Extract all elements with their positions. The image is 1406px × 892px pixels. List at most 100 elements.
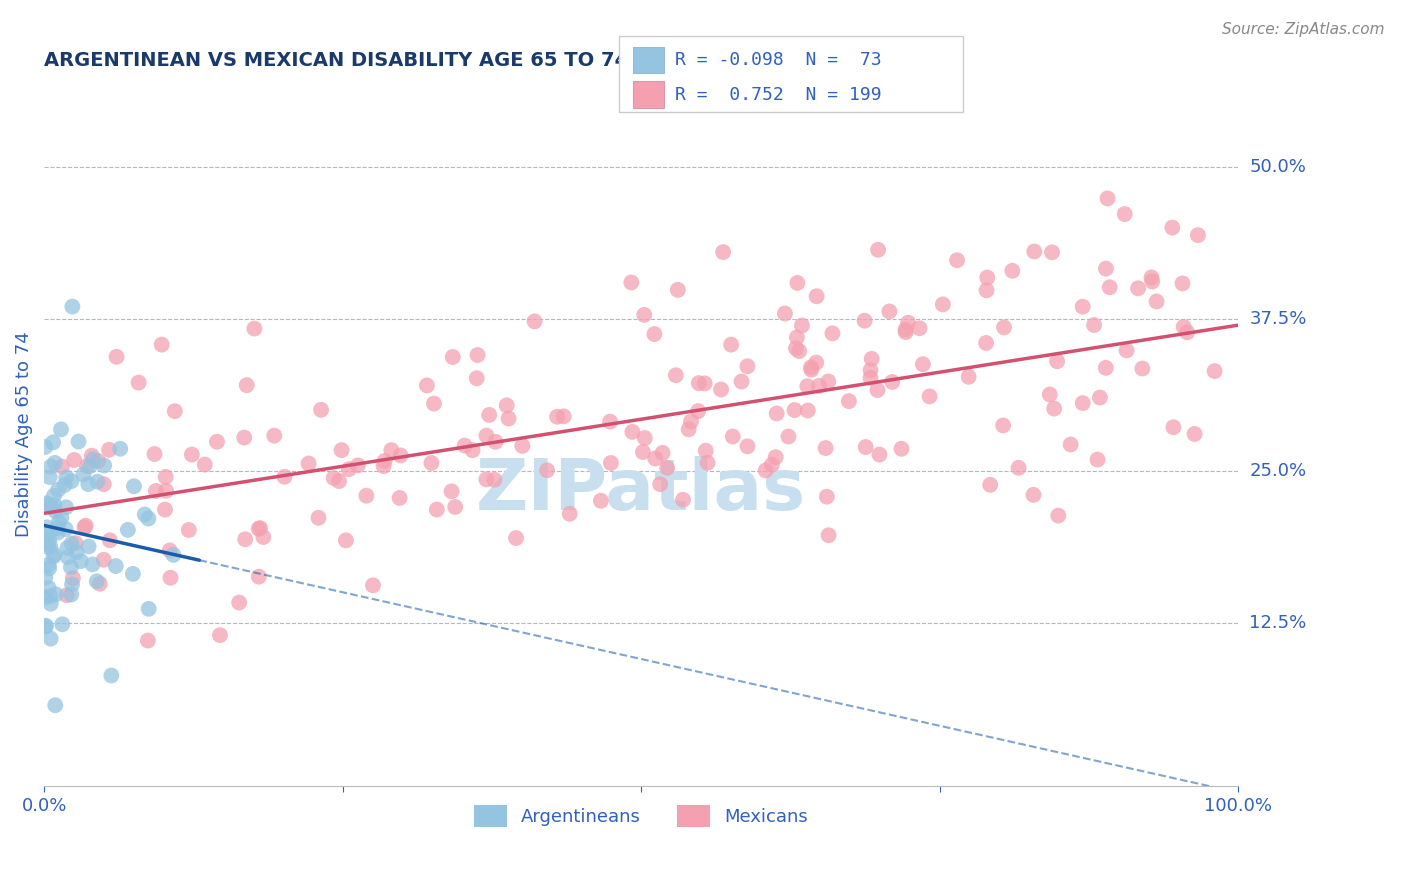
Point (720, 337, 742, 351)
Point (205, 434, 228, 449)
Point (897, 316, 920, 330)
Text: R =  0.752  N = 199: R = 0.752 N = 199 (675, 86, 882, 103)
Point (478, 408, 501, 422)
Point (34, 591, 56, 605)
Point (273, 470, 295, 484)
Point (765, 406, 787, 420)
Point (63, 453, 86, 467)
Point (39, 589, 62, 603)
Point (737, 359, 759, 374)
Point (461, 443, 484, 458)
Point (110, 442, 132, 456)
Point (134, 508, 156, 522)
Point (991, 418, 1014, 433)
Point (444, 500, 467, 514)
Point (249, 521, 271, 535)
Point (657, 460, 679, 475)
Point (797, 403, 820, 417)
Point (39, 500, 62, 515)
Point (773, 306, 796, 320)
Point (337, 462, 360, 476)
Point (1115, 343, 1137, 358)
Point (70, 554, 93, 568)
Point (39, 524, 62, 539)
Point (721, 429, 744, 443)
Point (859, 363, 882, 377)
Point (51, 617, 73, 632)
Point (621, 425, 644, 439)
Point (150, 337, 173, 351)
Point (783, 403, 806, 417)
Point (1173, 319, 1195, 334)
Point (979, 478, 1001, 492)
Point (536, 463, 558, 477)
Point (894, 322, 917, 336)
Point (80, 449, 103, 463)
Point (155, 470, 177, 484)
Point (93, 458, 115, 473)
Point (247, 522, 270, 536)
Point (796, 379, 818, 393)
Point (1161, 220, 1184, 235)
Point (208, 628, 231, 642)
Point (162, 548, 184, 562)
Point (39, 459, 62, 474)
Point (55, 470, 77, 484)
Point (643, 327, 665, 342)
Point (35, 533, 58, 547)
Point (634, 431, 657, 445)
Point (138, 511, 160, 525)
Point (86, 574, 108, 589)
Point (153, 502, 176, 516)
Point (73, 520, 96, 534)
Point (644, 451, 666, 466)
Point (498, 411, 520, 425)
Point (1024, 244, 1046, 259)
Point (38, 558, 60, 572)
Point (51, 510, 73, 524)
Point (34, 570, 56, 584)
Point (361, 578, 384, 592)
Point (1001, 264, 1024, 278)
Point (1163, 420, 1185, 434)
Point (976, 283, 998, 297)
Point (416, 378, 439, 392)
Point (93, 477, 115, 491)
Point (666, 283, 689, 297)
Point (440, 484, 463, 499)
Point (72, 467, 94, 482)
Point (42, 489, 65, 503)
Point (1071, 396, 1094, 410)
Point (815, 490, 838, 504)
Point (1043, 401, 1066, 416)
Point (100, 668, 122, 682)
Point (39, 539, 62, 553)
Point (44, 498, 66, 512)
Point (37, 498, 59, 512)
Point (98, 533, 121, 548)
Point (104, 559, 127, 574)
Point (93, 553, 115, 567)
Point (1046, 354, 1069, 368)
Point (737, 439, 759, 453)
Point (35, 619, 58, 633)
Point (51, 459, 73, 474)
Point (35, 520, 58, 534)
Point (247, 569, 270, 583)
Point (454, 439, 477, 453)
Point (512, 439, 534, 453)
Point (558, 507, 581, 521)
Point (755, 463, 778, 477)
Point (696, 456, 718, 470)
Point (1071, 300, 1094, 314)
Point (993, 320, 1015, 334)
Point (34, 440, 56, 454)
Point (894, 325, 917, 339)
Point (505, 531, 527, 545)
Point (976, 270, 998, 285)
Point (389, 449, 412, 463)
Point (60, 536, 83, 550)
Y-axis label: Disability Age 65 to 74: Disability Age 65 to 74 (15, 332, 32, 537)
Point (145, 483, 167, 498)
Point (39, 632, 62, 646)
